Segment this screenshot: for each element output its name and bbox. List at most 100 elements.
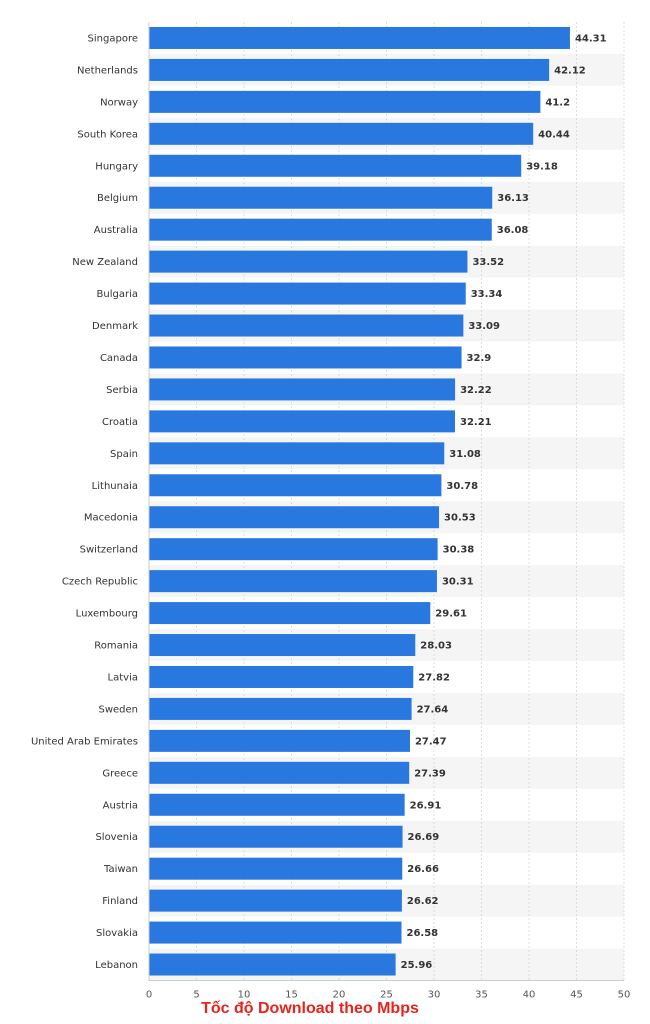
bar: [149, 506, 440, 529]
bar: [149, 314, 464, 337]
bar: [149, 921, 402, 944]
category-label: Czech Republic: [62, 577, 138, 588]
category-label: Lithunaia: [92, 481, 138, 492]
category-label: Austria: [103, 800, 138, 811]
bar: [149, 218, 492, 241]
category-label: Canada: [100, 353, 138, 364]
value-label: 30.38: [443, 545, 475, 556]
x-tick-label: 15: [285, 990, 298, 1001]
value-label: 44.31: [575, 33, 607, 44]
category-label: Switzerland: [80, 545, 138, 556]
value-label: 33.52: [472, 257, 504, 268]
category-label: Sweden: [98, 704, 138, 715]
bar: [149, 857, 403, 880]
value-label: 32.21: [460, 417, 492, 428]
bar: [149, 761, 410, 784]
value-label: 39.18: [526, 161, 558, 172]
bar: [149, 665, 414, 688]
category-label: Luxembourg: [76, 609, 138, 620]
x-tick-label: 30: [428, 990, 441, 1001]
bar: [149, 729, 410, 752]
value-label: 32.22: [460, 385, 492, 396]
bar: [149, 474, 442, 497]
category-label: Latvia: [108, 672, 138, 683]
category-label: Lebanon: [95, 960, 138, 971]
category-label: Bulgaria: [97, 289, 138, 300]
bar: [149, 186, 493, 209]
value-label: 36.13: [497, 193, 529, 204]
value-label: 26.62: [407, 896, 439, 907]
x-tick-label: 10: [238, 990, 251, 1001]
category-label: Belgium: [97, 193, 138, 204]
bar: [149, 154, 522, 177]
bar: [149, 410, 455, 433]
category-label: Serbia: [106, 385, 138, 396]
x-tick-label: 5: [193, 990, 199, 1001]
value-label: 33.34: [471, 289, 503, 300]
x-axis-title: Tốc độ Download theo Mbps: [201, 1000, 419, 1017]
value-label: 31.08: [449, 449, 481, 460]
category-label: South Korea: [77, 129, 138, 140]
bar: [149, 697, 412, 720]
category-label: Taiwan: [103, 864, 138, 875]
category-label: Spain: [110, 449, 138, 460]
category-label: Hungary: [95, 161, 138, 172]
bar: [149, 825, 403, 848]
category-label: New Zealand: [72, 257, 138, 268]
x-tick-label: 35: [475, 990, 488, 1001]
bar: [149, 90, 541, 113]
bar: [149, 250, 468, 273]
bar: [149, 122, 534, 145]
value-label: 36.08: [497, 225, 529, 236]
x-tick-label: 50: [618, 990, 631, 1001]
bar: [149, 793, 405, 816]
category-label: Netherlands: [77, 65, 138, 76]
x-tick-label: 0: [146, 990, 152, 1001]
category-label: Singapore: [88, 33, 138, 44]
bar: [149, 634, 416, 657]
value-label: 27.64: [417, 704, 449, 715]
value-label: 27.39: [414, 768, 446, 779]
category-label: United Arab Emirates: [31, 736, 138, 747]
value-label: 41.2: [545, 97, 570, 108]
bar: [149, 570, 437, 593]
category-label: Croatia: [102, 417, 138, 428]
bar: [149, 58, 550, 81]
value-label: 33.09: [468, 321, 500, 332]
bar: [149, 889, 402, 912]
bar: [149, 953, 396, 976]
category-label: Macedonia: [84, 513, 138, 524]
bar: [149, 602, 431, 625]
category-label: Denmark: [92, 321, 138, 332]
value-label: 30.53: [444, 513, 476, 524]
value-label: 25.96: [401, 960, 433, 971]
value-label: 27.47: [415, 736, 447, 747]
bar: [149, 442, 445, 465]
category-label: Australia: [94, 225, 138, 236]
category-label: Slovenia: [95, 832, 138, 843]
category-label: Romania: [94, 641, 138, 652]
category-label: Slovakia: [96, 928, 138, 939]
value-label: 26.91: [410, 800, 442, 811]
value-label: 42.12: [554, 65, 586, 76]
value-label: 30.31: [442, 577, 474, 588]
value-label: 40.44: [538, 129, 570, 140]
value-label: 26.58: [407, 928, 439, 939]
bar: [149, 378, 456, 401]
value-label: 30.78: [446, 481, 478, 492]
value-label: 27.82: [418, 672, 450, 683]
category-label: Finland: [102, 896, 138, 907]
category-label: Greece: [102, 768, 138, 779]
x-tick-label: 25: [380, 990, 393, 1001]
bar: [149, 282, 466, 305]
x-tick-label: 20: [333, 990, 346, 1001]
value-label: 29.61: [435, 609, 467, 620]
category-label: Norway: [100, 97, 138, 108]
bar: [149, 346, 462, 369]
value-label: 32.9: [467, 353, 492, 364]
x-tick-label: 40: [523, 990, 536, 1001]
value-label: 26.69: [408, 832, 440, 843]
bar: [149, 26, 570, 49]
value-label: 28.03: [420, 641, 452, 652]
